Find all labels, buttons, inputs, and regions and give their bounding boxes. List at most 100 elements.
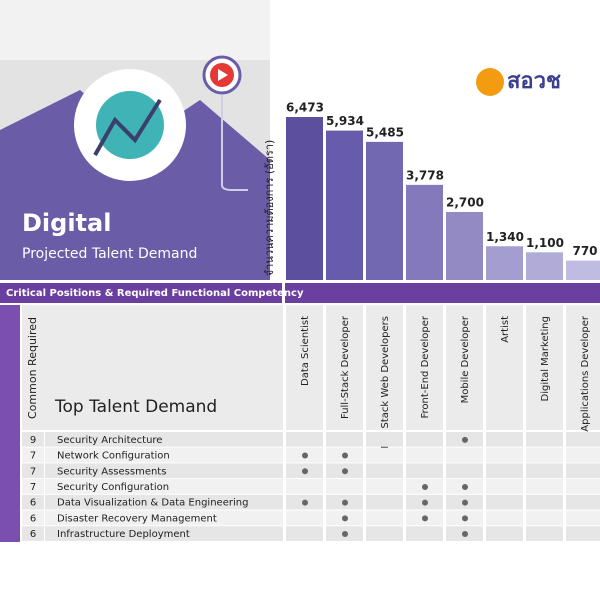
title: Digital [22, 209, 111, 237]
skill-cell [45, 432, 283, 447]
skill: Security Architecture [57, 435, 162, 446]
dot [342, 452, 348, 459]
mark-cell [486, 510, 523, 526]
skill: Infrastructure Deployment [57, 529, 190, 540]
dot [422, 515, 428, 522]
value-label: 1,100 [526, 236, 564, 250]
skill-cell [45, 463, 283, 479]
bar [446, 212, 483, 280]
dot [342, 531, 348, 538]
mark-cell [566, 463, 600, 479]
logo-mark [476, 68, 504, 96]
mark-cell [486, 494, 523, 510]
dot [302, 499, 308, 506]
skill: Disaster Recovery Management [57, 513, 217, 524]
count-cell [22, 510, 44, 526]
dot [462, 436, 468, 443]
count-cell [22, 494, 44, 510]
table-title-cell [22, 305, 283, 430]
dot [342, 515, 348, 522]
value-label: 2,700 [446, 196, 484, 210]
mark-cell [526, 432, 563, 447]
column-header-cell [406, 305, 443, 430]
table-title: Top Talent Demand [54, 397, 217, 417]
mark-cell [326, 479, 363, 494]
dot [342, 468, 348, 475]
connector [221, 95, 248, 191]
subtitle: Projected Talent Demand [22, 246, 197, 262]
mark-cell [366, 447, 403, 463]
column-header-cell [366, 305, 403, 430]
mark-cell [526, 447, 563, 463]
dot [302, 452, 308, 459]
mark-cell [566, 526, 600, 541]
skill: Data Visualization & Data Engineering [57, 498, 248, 509]
count: 7 [30, 466, 36, 477]
value-label: 770 [572, 244, 597, 258]
mark-cell [446, 447, 483, 463]
play-triangle [218, 69, 228, 81]
mark-cell [486, 447, 523, 463]
bar [366, 141, 403, 280]
column-header-cell [326, 305, 363, 430]
value-label: 5,485 [366, 125, 404, 139]
dot [462, 515, 468, 522]
skill-cell [45, 526, 283, 541]
column-header: Full Stack Web Developers [380, 316, 391, 449]
column-header-cell [446, 305, 483, 430]
dot [462, 499, 468, 506]
bar [486, 246, 523, 280]
dot [422, 483, 428, 490]
column-header: Digital Marketing [540, 316, 551, 401]
column-header-cell [526, 305, 563, 430]
skill: Security Configuration [57, 482, 169, 493]
mark-cell [366, 479, 403, 494]
banner-text: Critical Positions & Required Functional… [6, 288, 304, 299]
bar [326, 130, 363, 280]
banner [0, 283, 282, 303]
value-label: 3,778 [406, 168, 444, 182]
count: 7 [30, 482, 36, 493]
mark-cell [486, 463, 523, 479]
mark-cell [526, 494, 563, 510]
count: 6 [30, 498, 36, 509]
skill-cell [45, 494, 283, 510]
skill-cell [45, 479, 283, 494]
skill-cell [45, 510, 283, 526]
mark-cell [286, 526, 323, 541]
mark-cell [486, 432, 523, 447]
mark-cell [286, 510, 323, 526]
value-label: 1,340 [486, 230, 524, 244]
banner-right [285, 283, 600, 303]
value-label: 6,473 [286, 101, 324, 115]
side-strip [0, 305, 20, 542]
count-header: Common Required [26, 317, 39, 419]
mark-cell [526, 479, 563, 494]
bar [566, 260, 600, 280]
count: 9 [30, 435, 36, 446]
bar [406, 184, 443, 280]
y-axis-label: จำนวนความต้องการ (อัตรา) [263, 140, 276, 277]
count-cell [22, 432, 44, 447]
dot [302, 468, 308, 475]
bar [526, 252, 563, 280]
skill: Network Configuration [57, 451, 170, 462]
mark-cell [406, 432, 443, 447]
count: 7 [30, 451, 36, 462]
mark-cell [286, 479, 323, 494]
mark-cell [366, 432, 403, 447]
column-header: Mobile Developer [460, 315, 471, 403]
mark-cell [486, 479, 523, 494]
column-header-cell [486, 305, 523, 430]
mark-cell [326, 432, 363, 447]
column-header: Front-End Developer [420, 315, 431, 418]
dot [462, 531, 468, 538]
mark-cell [566, 494, 600, 510]
top-band [0, 0, 270, 60]
mark-cell [566, 432, 600, 447]
skill-cell [45, 447, 283, 463]
dot [342, 499, 348, 506]
column-header-cell [286, 305, 323, 430]
count: 6 [30, 513, 36, 524]
dot [462, 483, 468, 490]
